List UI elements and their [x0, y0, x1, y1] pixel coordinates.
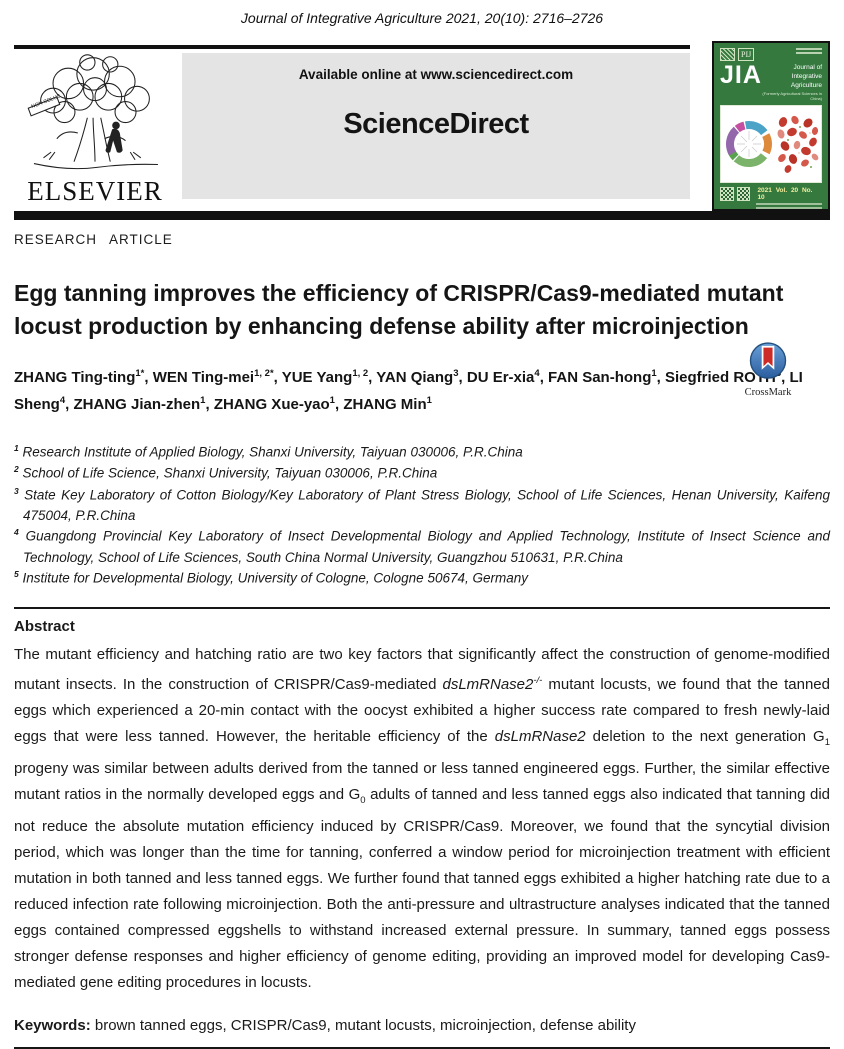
- keywords-text: brown tanned eggs, CRISPR/Cas9, mutant l…: [94, 1017, 636, 1035]
- phylogenetic-ring-chart: [726, 121, 772, 168]
- elsevier-logo: NON SOLUS ELSEVIER: [14, 51, 176, 209]
- cover-journal-name-1: Journal of: [793, 64, 822, 71]
- journal-cover: PIJ JIA Journal of Integrative Agricultu…: [712, 41, 830, 211]
- abstract-top-rule: [14, 607, 830, 610]
- elsevier-wordmark: ELSEVIER: [27, 176, 163, 206]
- affiliation-item: 2 School of Life Science, Shanxi Univers…: [14, 464, 438, 481]
- author-name: WEN Ting-mei1, 2*: [152, 368, 274, 387]
- author-name: LI Sheng4: [14, 369, 803, 414]
- caas-emblem-icon: [720, 48, 735, 61]
- abstract-text: The mutant efficiency and hatching ratio…: [14, 646, 830, 992]
- author-name: ZHANG Jian-zhen1: [73, 395, 206, 414]
- crossmark-icon: [749, 342, 787, 379]
- available-online-text: Available online at www.sciencedirect.co…: [298, 67, 574, 82]
- banner-top-rule: [14, 45, 690, 49]
- cover-artwork-panel: [720, 105, 822, 184]
- affiliation-item: 3 State Key Laboratory of Cotton Biology…: [14, 485, 830, 523]
- abstract-heading: Abstract: [14, 618, 75, 636]
- crossmark-badge: CrossMark: [737, 341, 799, 398]
- author-name: DU Er-xia4: [466, 368, 540, 387]
- keywords-label: Keywords:: [14, 1017, 95, 1035]
- publisher-emblem: PIJ: [738, 48, 755, 61]
- journal-citation: Journal of Integrative Agriculture 2021,…: [240, 10, 604, 26]
- cover-issue-line: 2021 Vol. 20 No. 10: [757, 187, 813, 202]
- crossmark-label: CrossMark: [744, 387, 792, 398]
- publisher-banner: NON SOLUS ELSEVIER Available online at w…: [14, 41, 830, 220]
- cover-issn-lines: [796, 48, 822, 54]
- elsevier-tree-icon: NON SOLUS: [27, 54, 158, 170]
- author-name: YUE Yang1, 2: [281, 368, 369, 387]
- sciencedirect-wordmark: ScienceDirect: [343, 108, 529, 140]
- article-title: Egg tanning improves the efficiency of C…: [14, 280, 784, 339]
- affiliation-item: 1 Research Institute of Applied Biology,…: [14, 443, 523, 460]
- cover-journal-abbrev: JIA: [720, 61, 762, 89]
- author-name: ZHANG Xue-yao1: [213, 395, 335, 414]
- affiliation-item: 4 Guangdong Provincial Key Laboratory of…: [14, 527, 830, 565]
- qr-code-icon: [720, 187, 734, 202]
- strawberries-image: [777, 116, 819, 174]
- author-name: FAN San-hong1: [548, 368, 657, 387]
- affiliation-list: 1 Research Institute of Applied Biology,…: [14, 442, 830, 589]
- affiliation-item: 5 Institute for Developmental Biology, U…: [14, 569, 529, 586]
- cover-url-lines: [756, 203, 822, 210]
- sciencedirect-panel: Available online at www.sciencedirect.co…: [182, 53, 690, 199]
- cover-journal-name-2: Integrative Agriculture: [790, 72, 822, 89]
- qr-code-icon: [736, 187, 751, 202]
- article-category: RESEARCH ARTICLE: [14, 232, 173, 247]
- author-name: ZHANG Ting-ting1*: [14, 368, 145, 387]
- banner-bottom-rule: [14, 211, 830, 220]
- article-first-page: Journal of Integrative Agriculture 2021,…: [14, 10, 830, 1049]
- cover-journal-subtitle: (Formerly Agricultural Sciences in China…: [762, 91, 822, 102]
- author-name: YAN Qiang3: [376, 368, 459, 387]
- author-list: ZHANG Ting-ting1*, WEN Ting-mei1, 2*, YU…: [14, 368, 803, 414]
- keywords-line: Keywords: brown tanned eggs, CRISPR/Cas9…: [14, 1017, 830, 1034]
- author-name: ZHANG Min1: [343, 395, 432, 414]
